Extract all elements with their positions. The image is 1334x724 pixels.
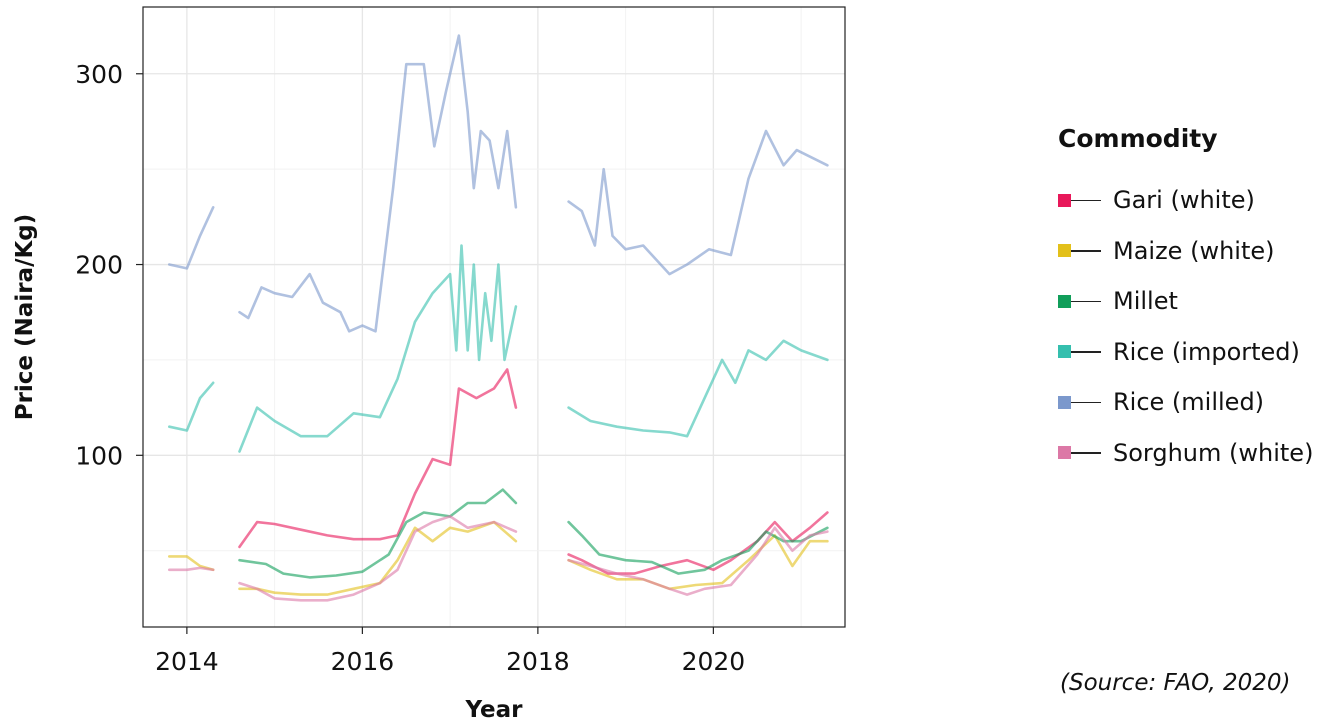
- series-line-maize-white: [238, 520, 518, 596]
- series-line-gari-white: [567, 511, 829, 575]
- legend-item-gari-white: Gari (white): [1058, 175, 1313, 226]
- legend-line: [1071, 401, 1101, 403]
- x-tick-label: 2020: [682, 647, 746, 676]
- series-line-sorghum-white: [168, 566, 215, 572]
- legend-swatch: [1058, 193, 1071, 207]
- series-line-rice-milled: [168, 206, 215, 270]
- series-line-rice-milled: [567, 129, 829, 276]
- legend-item-sorghum-white: Sorghum (white): [1058, 428, 1313, 479]
- x-axis-title: Year: [464, 697, 523, 723]
- legend-line: [1071, 351, 1101, 353]
- legend-item-maize-white: Maize (white): [1058, 226, 1313, 277]
- plot-frame: [142, 6, 846, 628]
- series-line-rice-milled: [238, 34, 518, 333]
- legend-label: Gari (white): [1113, 186, 1255, 215]
- y-axis-title: Price (Naira/Kg): [12, 214, 38, 421]
- series-line-rice-imported: [567, 339, 829, 438]
- series-line-millet: [238, 488, 518, 579]
- y-tick-label: 200: [75, 251, 123, 280]
- legend-line: [1071, 452, 1101, 454]
- x-tick-label: 2016: [331, 647, 395, 676]
- legend-item-rice-imported: Rice (imported): [1058, 327, 1313, 378]
- legend-line: [1071, 199, 1101, 201]
- x-tick-label: 2018: [506, 647, 570, 676]
- legend-swatch: [1058, 395, 1071, 409]
- legend-line: [1071, 250, 1101, 252]
- y-tick-label: 100: [75, 441, 123, 470]
- legend: Commodity Gari (white) Maize (white) Mille…: [1058, 124, 1313, 478]
- source-note: (Source: FAO, 2020): [1060, 670, 1291, 696]
- legend-swatch: [1058, 345, 1071, 359]
- legend-label: Millet: [1113, 287, 1178, 316]
- series-line-sorghum-white: [238, 515, 518, 602]
- legend-swatch: [1058, 446, 1071, 460]
- legend-item-rice-milled: Rice (milled): [1058, 377, 1313, 428]
- legend-label: Sorghum (white): [1113, 438, 1314, 467]
- series-line-rice-imported: [168, 381, 215, 432]
- series-line-gari-white: [238, 368, 518, 549]
- legend-swatch: [1058, 244, 1071, 258]
- y-tick-label: 300: [75, 60, 123, 89]
- legend-title: Commodity: [1058, 124, 1218, 153]
- legend-item-millet: Millet: [1058, 276, 1313, 327]
- legend-swatch: [1058, 294, 1071, 308]
- legend-line: [1071, 300, 1101, 302]
- x-tick-label: 2014: [155, 647, 219, 676]
- series-lines: [168, 34, 829, 602]
- axes: 2014 2016 2018 2020 100 200 300: [75, 60, 745, 676]
- legend-items: Gari (white) Maize (white) Millet Rice (imp…: [1058, 175, 1313, 478]
- series-line-sorghum-white: [567, 526, 829, 596]
- series-line-rice-imported: [238, 244, 518, 453]
- legend-label: Rice (imported): [1113, 337, 1300, 366]
- legend-label: Maize (white): [1113, 236, 1275, 265]
- series-line-maize-white: [567, 534, 829, 591]
- legend-label: Rice (milled): [1113, 388, 1265, 417]
